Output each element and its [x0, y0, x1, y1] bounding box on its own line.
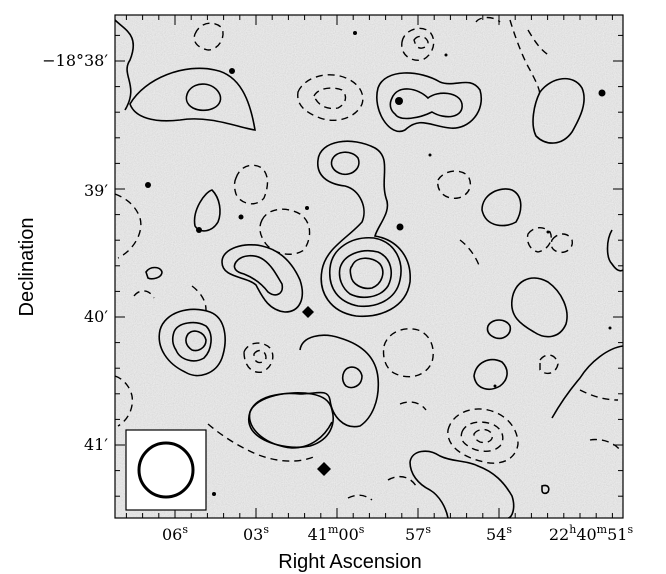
contour — [253, 349, 267, 364]
contour — [313, 87, 347, 110]
beam-circle — [137, 441, 195, 499]
contour — [460, 421, 504, 452]
x-axis-title: Right Ascension — [278, 551, 421, 573]
contour — [233, 164, 269, 205]
axis-ticks — [115, 15, 623, 518]
x-tick-label-54s: 54s — [486, 523, 512, 544]
contour — [510, 277, 568, 338]
contour — [409, 450, 515, 518]
star — [238, 214, 244, 220]
contour — [115, 375, 134, 427]
contour — [526, 227, 552, 253]
y-axis-title: Declination — [16, 218, 38, 317]
beam-inset — [125, 429, 207, 511]
contour — [207, 423, 317, 462]
contour — [297, 74, 364, 122]
contour — [347, 494, 373, 501]
contour — [329, 237, 402, 308]
y-tick-label: 40′ — [84, 307, 108, 326]
contour — [459, 239, 481, 269]
contour — [338, 250, 392, 299]
contour — [221, 244, 304, 313]
y-tick-label: 41′ — [84, 435, 108, 454]
contour — [539, 354, 559, 375]
contour — [193, 22, 224, 51]
contour — [233, 254, 284, 296]
contour — [389, 88, 463, 120]
contour — [473, 428, 494, 444]
x-tick-label-06s: 06s — [162, 523, 188, 544]
contour — [317, 140, 411, 318]
contour — [532, 77, 585, 144]
x-tick-label-57s: 57s — [405, 523, 431, 544]
contour — [382, 328, 434, 378]
contour — [158, 308, 226, 377]
contour — [551, 345, 623, 419]
star — [317, 462, 331, 476]
contour — [129, 67, 256, 131]
contour — [185, 330, 207, 352]
contour — [409, 461, 449, 518]
star — [229, 68, 235, 74]
contour — [541, 484, 550, 495]
x-tick-labels: 06s 03s 41m00s 57s 54s 22h40m51s — [162, 523, 633, 544]
star — [145, 182, 151, 188]
star — [353, 31, 357, 35]
contour — [550, 233, 573, 254]
contour — [247, 392, 334, 449]
contour — [413, 35, 429, 49]
star — [305, 206, 309, 210]
contour — [527, 29, 551, 57]
contour — [475, 16, 501, 23]
stars — [145, 31, 612, 496]
x-tick-label-22h40m51s: 22h40m51s — [549, 523, 634, 544]
star — [395, 97, 403, 105]
contour — [145, 266, 163, 280]
contour — [399, 401, 427, 411]
x-tick-label-03s: 03s — [243, 523, 269, 544]
star — [396, 223, 404, 231]
contour — [486, 319, 512, 340]
negative-contours — [115, 16, 621, 501]
contour — [341, 366, 363, 389]
contour — [349, 257, 384, 290]
star — [608, 326, 612, 330]
star — [428, 153, 432, 157]
contour — [473, 358, 508, 390]
contour — [447, 408, 519, 464]
contour — [606, 229, 623, 272]
x-tick-label-41m00s: 41m00s — [308, 523, 365, 544]
star — [444, 53, 448, 57]
star — [212, 492, 216, 496]
contour — [387, 475, 417, 487]
contour — [330, 151, 360, 176]
contour — [191, 285, 207, 311]
star — [546, 230, 550, 234]
contour — [401, 27, 435, 61]
contour — [133, 290, 155, 299]
positive-contours — [115, 19, 623, 518]
contour — [185, 83, 222, 112]
star — [598, 89, 606, 97]
y-tick-labels: −18°38′ 39′ 40′ 41′ — [42, 51, 108, 454]
contour — [259, 208, 311, 255]
contour — [243, 342, 274, 373]
contour — [509, 19, 541, 97]
star — [302, 306, 314, 318]
contour — [115, 19, 135, 111]
contour — [376, 72, 483, 133]
contour — [579, 389, 619, 401]
y-tick-label: 39′ — [84, 181, 108, 200]
y-tick-label: −18°38′ — [42, 51, 108, 70]
contour — [437, 170, 472, 199]
contour — [481, 188, 522, 227]
contour — [193, 189, 221, 232]
star — [493, 384, 497, 388]
contour — [171, 321, 212, 362]
contour — [589, 438, 621, 451]
